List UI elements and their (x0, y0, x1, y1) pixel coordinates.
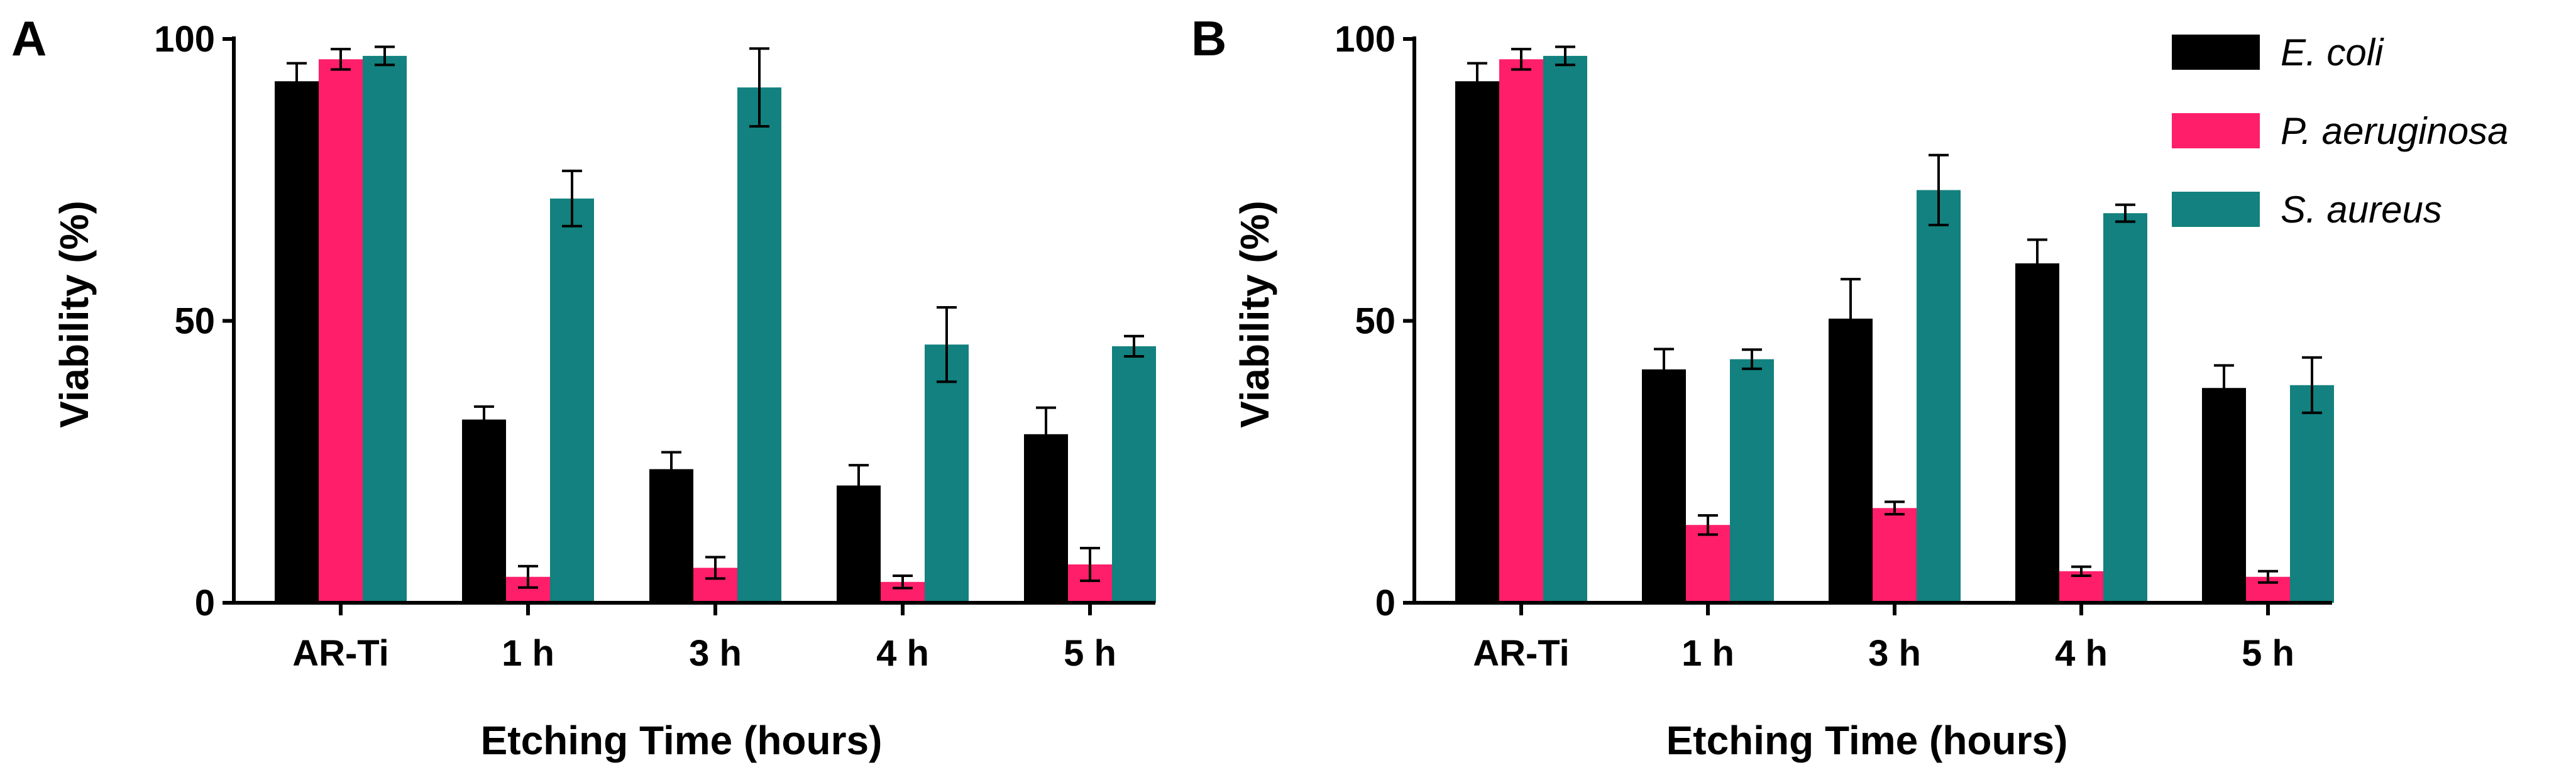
plot-area-a (275, 45, 1156, 603)
error-bar-b-ar-ti-s-aureus (1555, 45, 1575, 67)
panel-letter-b: B (1191, 11, 1226, 66)
error-bar-a-ar-ti-e-coli (287, 62, 307, 101)
error-bar-b-1-h-e-coli (1654, 348, 1674, 391)
panel-b: B Viability (%) Etching Time (hours) 0 50… (1191, 11, 2334, 763)
bar-b-5-h-s-aureus (2290, 385, 2334, 603)
bar-a-3-h-e-coli (649, 469, 693, 603)
legend-item-s-aureus: S. aureus (2172, 189, 2442, 231)
x-axis-title-a: Etching Time (hours) (481, 718, 883, 763)
bar-b-ar-ti-s-aureus (1543, 55, 1587, 603)
bar-a-ar-ti-e-coli (275, 81, 319, 603)
panel-a: A Viability (%) Etching Time (hours) 0 50… (11, 11, 1156, 763)
y-tick-label-a-0: 0 (195, 583, 215, 624)
y-axis-title-a: Viability (%) (52, 201, 97, 428)
legend-label-s-aureus: S. aureus (2281, 189, 2442, 231)
x-tick-label-b-5-h: 5 h (2242, 633, 2294, 674)
error-bar-a-1-h-s-aureus (562, 169, 582, 228)
bar-b-4-h-e-coli (2015, 263, 2059, 603)
error-bar-b-4-h-p-aeruginosa (2071, 565, 2091, 577)
legend-item-e-coli: E. coli (2172, 31, 2384, 74)
x-tick-label-a-1-h: 1 h (502, 633, 554, 674)
y-axis-title-b: Viability (%) (1232, 201, 1277, 428)
x-tick-label-b-3-h: 3 h (1868, 633, 1921, 674)
bar-b-ar-ti-e-coli (1455, 81, 1499, 603)
error-bar-a-3-h-e-coli (661, 451, 681, 488)
bar-a-5-h-e-coli (1024, 434, 1068, 603)
y-tick-label-a-50: 50 (174, 301, 215, 342)
error-bar-b-5-h-p-aeruginosa (2258, 569, 2278, 584)
error-bar-b-4-h-s-aureus (2115, 203, 2135, 223)
x-tick-label-a-ar-ti: AR-Ti (292, 633, 389, 674)
bar-b-1-h-s-aureus (1730, 359, 1774, 603)
error-bar-a-ar-ti-p-aeruginosa (331, 48, 351, 71)
x-tick-label-a-3-h: 3 h (689, 633, 742, 674)
y-tick-label-b-100: 100 (1335, 19, 1395, 60)
bar-a-3-h-s-aureus (737, 87, 781, 603)
bar-a-4-h-s-aureus (925, 344, 969, 603)
y-tick-label-a-100: 100 (154, 19, 215, 60)
error-bar-b-3-h-p-aeruginosa (1885, 500, 1905, 516)
legend-swatch-p-aeruginosa (2172, 113, 2260, 148)
error-bar-a-5-h-e-coli (1036, 406, 1056, 462)
x-tick-label-b-1-h: 1 h (1682, 633, 1734, 674)
error-bar-a-4-h-e-coli (849, 464, 869, 507)
legend-swatch-s-aureus (2172, 192, 2260, 227)
error-bar-b-5-h-e-coli (2214, 364, 2234, 412)
bar-b-3-h-e-coli (1829, 318, 1873, 603)
y-tick-label-b-0: 0 (1375, 583, 1395, 624)
legend-swatch-e-coli (2172, 35, 2260, 70)
x-tick-label-a-4-h: 4 h (876, 633, 929, 674)
bar-b-5-h-e-coli (2202, 388, 2246, 603)
bar-b-1-h-p-aeruginosa (1686, 525, 1730, 603)
bar-a-ar-ti-p-aeruginosa (319, 59, 363, 603)
error-bar-b-ar-ti-e-coli (1467, 62, 1487, 101)
panel-letter-a: A (11, 11, 47, 66)
error-bar-b-1-h-p-aeruginosa (1698, 514, 1718, 536)
error-bar-a-5-h-s-aureus (1124, 334, 1144, 358)
error-bar-b-5-h-s-aureus (2302, 356, 2322, 414)
bar-b-3-h-p-aeruginosa (1873, 508, 1917, 603)
legend-item-p-aeruginosa: P. aeruginosa (2172, 110, 2509, 152)
plot-area-b (1455, 45, 2334, 603)
y-tick-label-b-50: 50 (1355, 301, 1395, 342)
legend-label-p-aeruginosa: P. aeruginosa (2281, 110, 2509, 152)
error-bar-b-1-h-s-aureus (1742, 348, 1762, 370)
error-bar-b-ar-ti-p-aeruginosa (1511, 48, 1531, 71)
error-bar-a-3-h-s-aureus (749, 47, 769, 128)
bar-a-ar-ti-s-aureus (363, 55, 407, 603)
bar-b-3-h-s-aureus (1917, 190, 1961, 603)
x-axis-title-b: Etching Time (hours) (1666, 718, 2068, 763)
legend: E. coli P. aeruginosa S. aureus (2172, 31, 2509, 231)
bar-b-4-h-s-aureus (2103, 213, 2147, 603)
error-bar-a-1-h-e-coli (474, 405, 494, 434)
error-bar-a-3-h-p-aeruginosa (705, 556, 725, 580)
bar-a-1-h-e-coli (462, 419, 506, 603)
bar-b-ar-ti-p-aeruginosa (1499, 59, 1543, 603)
x-tick-label-b-ar-ti: AR-Ti (1473, 633, 1570, 674)
bar-b-1-h-e-coli (1642, 369, 1686, 603)
error-bar-a-5-h-p-aeruginosa (1080, 546, 1100, 583)
error-bar-a-4-h-p-aeruginosa (893, 574, 913, 590)
error-bar-a-4-h-s-aureus (937, 305, 957, 383)
legend-label-e-coli: E. coli (2281, 31, 2384, 74)
error-bar-b-4-h-e-coli (2027, 238, 2047, 289)
bar-a-5-h-s-aureus (1112, 346, 1156, 603)
x-tick-label-a-5-h: 5 h (1064, 633, 1116, 674)
error-bar-b-3-h-e-coli (1841, 278, 1861, 360)
error-bar-a-ar-ti-s-aureus (375, 45, 395, 67)
error-bar-a-1-h-p-aeruginosa (518, 564, 538, 589)
x-tick-label-b-4-h: 4 h (2055, 633, 2108, 674)
bar-a-1-h-s-aureus (550, 198, 594, 603)
error-bar-b-3-h-s-aureus (1929, 153, 1949, 227)
